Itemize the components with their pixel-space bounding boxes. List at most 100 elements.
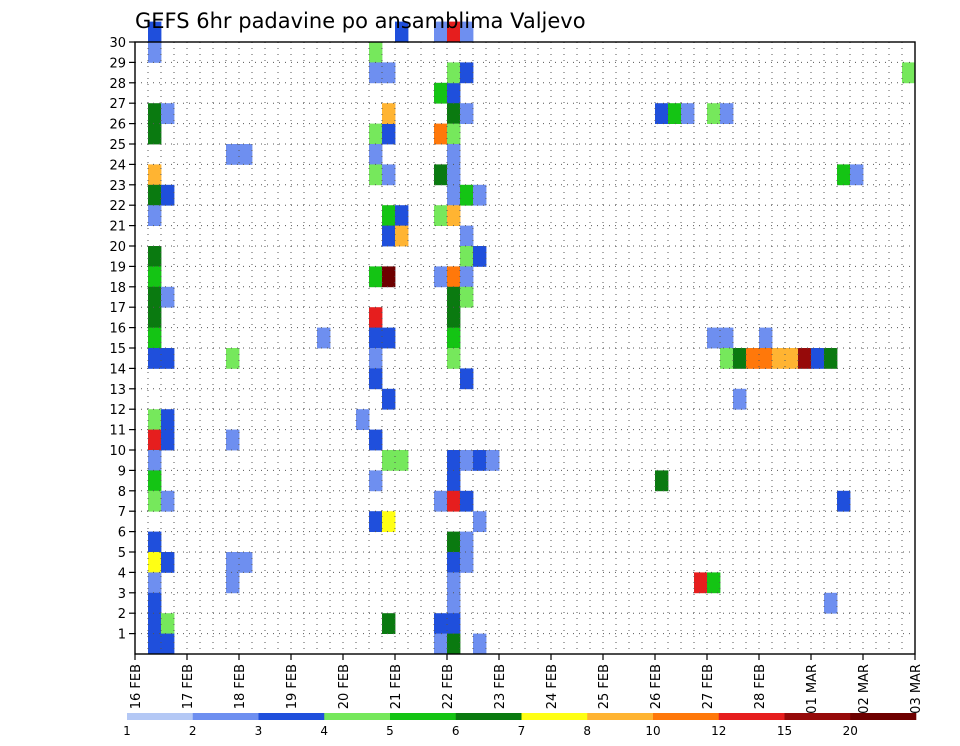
y-tick-label: 3 <box>118 587 126 602</box>
heat-cell-26 <box>148 552 162 573</box>
x-tick-label: 18 FEB <box>233 664 248 709</box>
x-tick-label: 22 FEB <box>441 664 456 709</box>
heat-cell-63 <box>382 205 396 226</box>
heat-cell-29 <box>148 592 162 614</box>
heat-cell-65 <box>382 225 396 247</box>
heat-cell-99 <box>447 307 461 328</box>
heat-cell-22 <box>148 470 162 492</box>
heat-cell-86 <box>447 184 461 206</box>
heat-cell-23 <box>148 490 162 512</box>
heat-cell-100 <box>447 327 461 349</box>
heat-cell-82 <box>447 123 461 145</box>
x-tick-label: 17 FEB <box>181 664 196 709</box>
y-tick-label: 19 <box>109 260 126 275</box>
heat-cell-129 <box>694 572 708 594</box>
heat-cell-67 <box>382 388 396 410</box>
y-tick-label: 18 <box>109 281 126 296</box>
y-tick-label: 22 <box>109 199 126 214</box>
colorbar-segment-11 <box>784 713 851 720</box>
heat-cell-109 <box>460 490 474 512</box>
x-ticks-layer: 16 FEB 17 FEB 18 FEB 19 FEB 20 FEB 21 FEB 22 F… <box>129 654 924 714</box>
colorbar-segment-7 <box>521 713 588 720</box>
y-tick-label: 26 <box>109 118 126 133</box>
heat-cell-59 <box>369 470 383 492</box>
heat-cell-19 <box>148 429 162 451</box>
heat-cell-127 <box>720 103 734 124</box>
heat-cell-131 <box>707 327 721 349</box>
heat-cell-90 <box>447 205 461 226</box>
heat-cell-71 <box>395 21 409 43</box>
heat-cell-87 <box>460 184 474 206</box>
heat-cell-7 <box>161 184 175 206</box>
heat-cell-116 <box>447 592 461 614</box>
heat-cell-133 <box>759 327 773 349</box>
heat-cell-5 <box>148 164 162 186</box>
heat-cell-12 <box>161 286 175 308</box>
heat-cell-89 <box>434 205 448 226</box>
heat-cell-76 <box>447 82 461 104</box>
heat-cell-57 <box>369 368 383 390</box>
y-tick-label: 2 <box>118 607 126 622</box>
colorbar-label: 20 <box>843 724 858 738</box>
heat-cell-24 <box>161 490 175 512</box>
heat-cell-3 <box>161 103 175 124</box>
heat-cell-122 <box>486 450 500 471</box>
y-tick-label: 6 <box>118 526 126 541</box>
y-tick-label: 4 <box>118 566 126 581</box>
x-tick-label: 02 MAR <box>857 664 872 714</box>
y-tick-label: 12 <box>109 403 126 418</box>
heat-cell-104 <box>460 450 474 471</box>
heat-cell-33 <box>161 633 175 655</box>
heat-cell-143 <box>733 388 747 410</box>
heat-cell-34 <box>226 348 240 369</box>
heat-cell-25 <box>148 531 162 553</box>
x-tick-label: 21 FEB <box>389 664 404 709</box>
heat-cell-20 <box>161 429 175 451</box>
heat-cell-44 <box>369 62 383 84</box>
colorbar-label: 15 <box>777 724 792 738</box>
heat-cell-79 <box>447 103 461 124</box>
x-tick-label: 27 FEB <box>701 664 716 709</box>
colorbar-segment-12 <box>850 713 917 720</box>
heat-cell-16 <box>161 348 175 369</box>
y-tick-label: 30 <box>109 36 126 51</box>
heat-cell-11 <box>148 286 162 308</box>
heat-cell-40 <box>239 144 253 165</box>
heat-cell-138 <box>772 348 786 369</box>
heat-cell-56 <box>369 348 383 369</box>
heat-cell-106 <box>447 470 461 492</box>
heat-cell-94 <box>434 266 448 288</box>
heat-cell-78 <box>460 62 474 84</box>
grid-layer <box>135 42 915 654</box>
heat-cell-73 <box>447 21 461 43</box>
heat-cell-4 <box>148 123 162 145</box>
heat-cell-130 <box>707 572 721 594</box>
y-tick-label: 14 <box>109 362 126 377</box>
colorbar-label: 8 <box>583 724 591 738</box>
colorbar-segment-5 <box>390 713 457 720</box>
heat-cell-134 <box>720 348 734 369</box>
y-tick-label: 1 <box>118 628 126 643</box>
y-tick-label: 23 <box>109 179 126 194</box>
y-tick-label: 17 <box>109 301 126 316</box>
heat-cell-69 <box>395 450 409 471</box>
heat-cell-117 <box>434 613 448 634</box>
y-tick-label: 5 <box>118 546 126 561</box>
heat-cell-36 <box>226 552 240 573</box>
colorbar-segment-6 <box>455 713 522 720</box>
x-tick-label: 19 FEB <box>285 664 300 709</box>
colorbar-label: 10 <box>645 724 660 738</box>
heat-cell-49 <box>369 164 383 186</box>
heat-cell-6 <box>148 184 162 206</box>
heat-cell-30 <box>148 613 162 634</box>
colorbar-label: 12 <box>711 724 726 738</box>
heat-cell-31 <box>161 613 175 634</box>
colorbar-segment-10 <box>718 713 785 720</box>
heat-cell-137 <box>759 348 773 369</box>
colorbar-segment-2 <box>192 713 259 720</box>
colorbar-segment-8 <box>587 713 654 720</box>
heat-cell-125 <box>681 103 695 124</box>
heat-cell-142 <box>824 348 838 369</box>
heat-cell-27 <box>161 552 175 573</box>
